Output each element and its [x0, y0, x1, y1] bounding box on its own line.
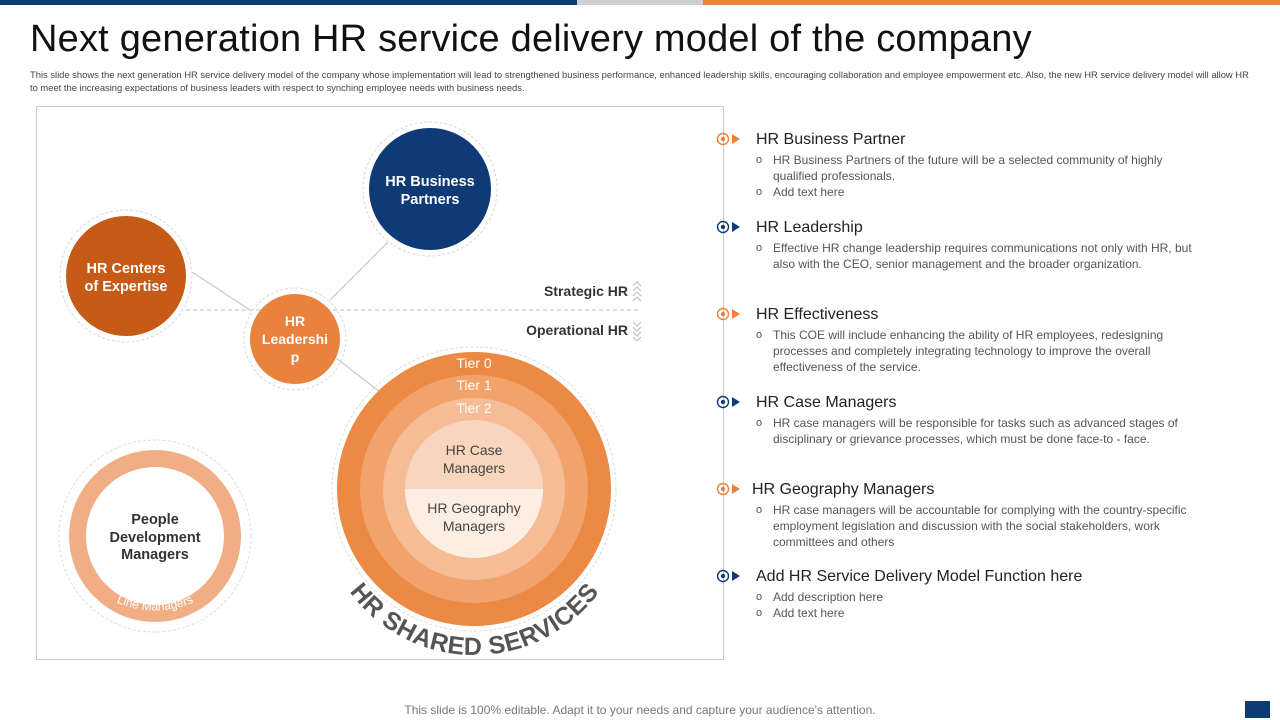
item-bullet: Effective HR change leadership requires …: [756, 240, 1206, 272]
item-hr-geography-managers: HR Geography Managers HR case managers w…: [716, 481, 1220, 550]
page-subtitle: This slide shows the next generation HR …: [30, 69, 1249, 93]
item-bullet: HR Business Partners of the future will …: [756, 152, 1196, 184]
hr-centers-label-1: HR Centers: [87, 261, 166, 277]
strategic-hr-label: Strategic HR: [544, 283, 628, 299]
orange-arrow-marker-icon: [716, 307, 740, 321]
top-bar-orange: [703, 0, 1280, 5]
line-managers-curved-label: Line Managers: [115, 592, 195, 613]
hr-centers-of-expertise-node: HR Centers of Expertise: [59, 209, 193, 343]
item-bullet: This COE will include enhancing the abil…: [756, 327, 1196, 375]
people-dev-label-2: Development: [109, 530, 200, 546]
people-dev-label-1: People: [131, 512, 179, 528]
item-title: HR Leadership: [756, 219, 863, 236]
diagram-frame: [36, 106, 724, 660]
item-title: HR Geography Managers: [752, 481, 935, 498]
hr-geography-managers-label-1: HR Geography: [427, 500, 520, 516]
hr-leadership-label-3: p: [291, 349, 300, 365]
tier-0-label: Tier 0: [456, 355, 491, 371]
navy-arrow-marker-icon: [716, 569, 740, 583]
footer-note: This slide is 100% editable. Adapt it to…: [404, 703, 876, 717]
item-title: Add HR Service Delivery Model Function h…: [756, 568, 1083, 585]
item-hr-case-managers: HR Case Managers HR case managers will b…: [716, 394, 1216, 447]
people-dev-label-3: Managers: [121, 547, 189, 563]
strategic-up-chevron-icon: [632, 281, 642, 302]
item-bullet: Add text here: [756, 184, 1196, 200]
operational-down-chevron-icon: [632, 321, 642, 342]
hr-shared-services-node: Tier 0 Tier 1 Tier 2 HR Case Managers HR…: [331, 346, 617, 661]
hr-business-partners-node: HR Business Partners: [362, 121, 498, 257]
item-add-function: Add HR Service Delivery Model Function h…: [716, 568, 1196, 621]
tier-1-label: Tier 1: [456, 377, 491, 393]
people-development-managers-node: People Development Managers Line Manager…: [58, 439, 252, 633]
connector-leadership-shared: [335, 357, 381, 393]
hr-leadership-label-2: Leadershi: [262, 331, 328, 347]
tier-2-label: Tier 2: [456, 400, 491, 416]
hr-case-managers-label-2: Managers: [443, 460, 505, 476]
hr-business-partners-label-2: Partners: [401, 192, 460, 208]
item-title: HR Business Partner: [756, 131, 906, 148]
item-bullet: Add text here: [756, 605, 1196, 621]
item-hr-leadership: HR Leadership Effective HR change leader…: [716, 219, 1206, 272]
connector-leadership-centers: [191, 271, 251, 311]
item-hr-effectiveness: HR Effectiveness This COE will include e…: [716, 306, 1196, 375]
hr-centers-label-2: of Expertise: [85, 279, 168, 295]
hr-business-partners-label-1: HR Business: [385, 174, 474, 190]
top-bar-navy: [0, 0, 577, 5]
hr-leadership-node: HR Leadershi p: [243, 287, 347, 391]
top-accent-bar: [0, 0, 1280, 5]
item-hr-business-partner: HR Business Partner HR Business Partners…: [716, 131, 1196, 200]
hr-leadership-label-1: HR: [285, 313, 305, 329]
navy-arrow-marker-icon: [716, 395, 740, 409]
item-bullet: HR case managers will be accountable for…: [756, 502, 1220, 550]
hr-geography-managers-label-2: Managers: [443, 518, 505, 534]
inner-core-lower-half: [405, 489, 543, 558]
item-title: HR Effectiveness: [756, 306, 879, 323]
navy-arrow-marker-icon: [716, 220, 740, 234]
orange-arrow-marker-icon: [716, 482, 740, 496]
corner-navy-block: [1245, 701, 1270, 718]
connector-leadership-partners: [329, 241, 389, 301]
orange-arrow-marker-icon: [716, 132, 740, 146]
item-bullet: HR case managers will be responsible for…: [756, 415, 1216, 447]
top-bar-grey: [577, 0, 703, 5]
operational-hr-label: Operational HR: [526, 322, 628, 338]
hr-case-managers-label-1: HR Case: [446, 442, 503, 458]
item-title: HR Case Managers: [756, 394, 897, 411]
page-title: Next generation HR service delivery mode…: [30, 18, 1032, 60]
item-bullet: Add description here: [756, 589, 1196, 605]
